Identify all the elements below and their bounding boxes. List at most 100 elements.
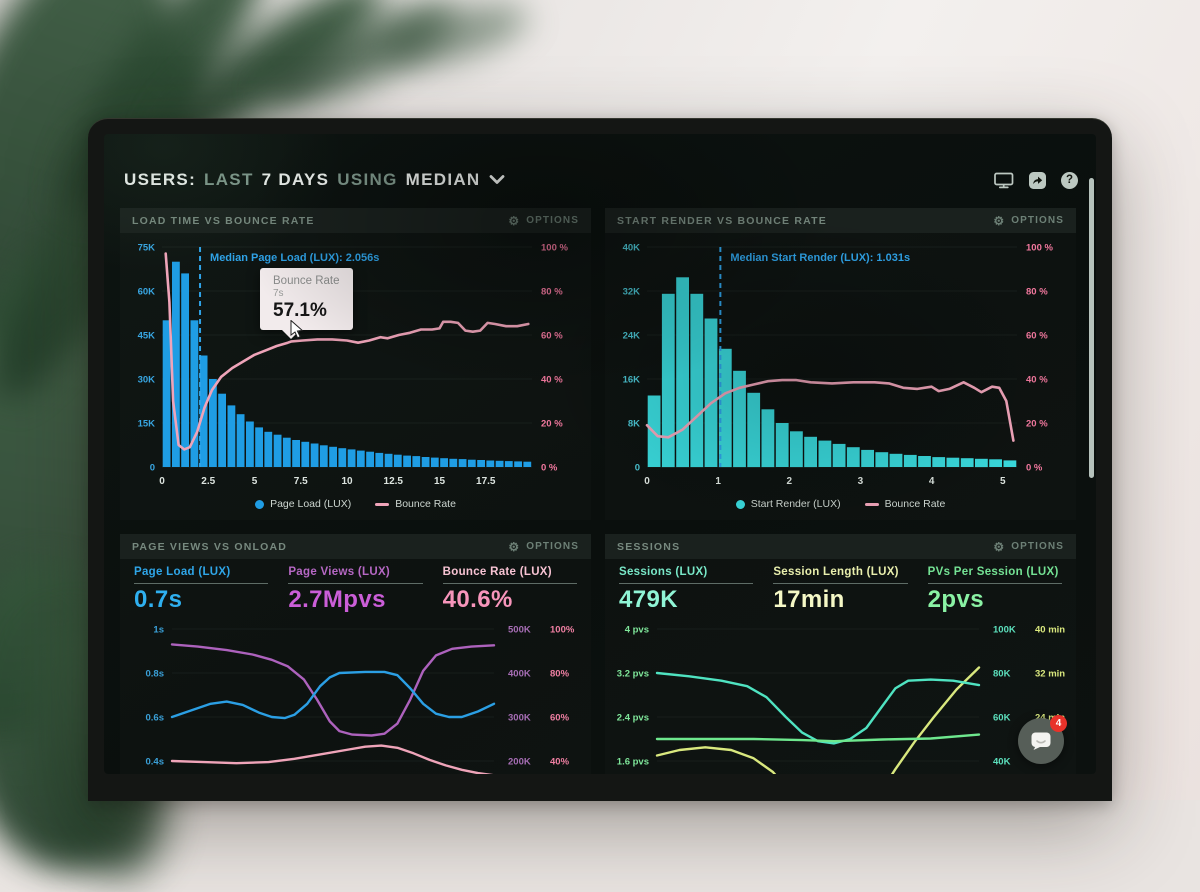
metric-page-views: Page Views (LUX) 2.7Mpvs bbox=[288, 566, 423, 613]
gear-icon: ⚙ bbox=[508, 213, 521, 228]
svg-text:0 %: 0 % bbox=[1026, 463, 1043, 474]
options-button[interactable]: ⚙ OPTIONS bbox=[993, 213, 1064, 228]
svg-text:15: 15 bbox=[434, 476, 446, 487]
notification-badge: 4 bbox=[1050, 715, 1067, 732]
start-render-histogram-chart: 40K 32K 24K 16K 8K 0 100 % 80 % 60 % 40 % 20 % 0 % 0… bbox=[623, 243, 1054, 488]
svg-text:1: 1 bbox=[715, 476, 721, 487]
svg-text:0.6s: 0.6s bbox=[146, 713, 165, 724]
chat-bubble-icon bbox=[1031, 732, 1051, 750]
title-median: MEDIAN bbox=[405, 170, 481, 189]
panel-header: SESSIONS ⚙ OPTIONS bbox=[605, 534, 1076, 559]
svg-text:40K: 40K bbox=[623, 243, 641, 254]
panel-load-time-vs-bounce-rate: LOAD TIME VS BOUNCE RATE ⚙ OPTIONS 75K 60… bbox=[120, 208, 591, 520]
laptop: USERS: LAST 7 DAYS USING MEDIAN bbox=[88, 118, 1112, 801]
svg-text:5: 5 bbox=[1000, 476, 1006, 487]
legend-dash-bounce-rate bbox=[864, 502, 879, 506]
svg-text:12.5: 12.5 bbox=[384, 476, 404, 487]
svg-text:100K: 100K bbox=[993, 625, 1016, 636]
svg-text:3: 3 bbox=[858, 476, 864, 487]
svg-text:15K: 15K bbox=[138, 419, 156, 430]
gear-icon: ⚙ bbox=[993, 539, 1006, 554]
svg-text:2.5: 2.5 bbox=[201, 476, 215, 487]
panel-title: LOAD TIME VS BOUNCE RATE bbox=[132, 214, 315, 227]
title-using: USING bbox=[337, 170, 398, 189]
svg-text:200K: 200K bbox=[508, 757, 531, 768]
svg-text:0.8s: 0.8s bbox=[146, 669, 165, 680]
panel-title: START RENDER VS BOUNCE RATE bbox=[617, 214, 827, 227]
svg-text:60K: 60K bbox=[138, 287, 156, 298]
gear-icon: ⚙ bbox=[993, 213, 1006, 228]
page-views-line-chart: 1s 0.8s 0.6s 0.4s 500K 400K 300K 200K 100% 80% 60%… bbox=[146, 625, 575, 774]
svg-text:40 min: 40 min bbox=[1035, 625, 1065, 636]
gear-icon: ⚙ bbox=[508, 539, 521, 554]
share-icon[interactable] bbox=[1029, 171, 1046, 189]
metric-page-load: Page Load (LUX) 0.7s bbox=[134, 566, 269, 613]
svg-text:0: 0 bbox=[644, 476, 650, 487]
svg-text:400K: 400K bbox=[508, 669, 531, 680]
svg-text:75K: 75K bbox=[138, 243, 156, 254]
svg-text:3.2 pvs: 3.2 pvs bbox=[617, 669, 649, 680]
svg-text:Median Start Render (LUX): 1.0: Median Start Render (LUX): 1.031s bbox=[730, 252, 910, 264]
chat-button[interactable]: 4 bbox=[1018, 715, 1067, 764]
scrollbar[interactable] bbox=[1089, 178, 1094, 478]
svg-text:40 %: 40 % bbox=[541, 375, 563, 386]
svg-text:0 %: 0 % bbox=[541, 463, 558, 474]
panel-title: PAGE VIEWS VS ONLOAD bbox=[132, 540, 288, 553]
user-filter-dropdown[interactable]: USERS: LAST 7 DAYS USING MEDIAN bbox=[124, 170, 505, 190]
svg-text:0: 0 bbox=[159, 476, 165, 487]
panel-grid: LOAD TIME VS BOUNCE RATE ⚙ OPTIONS 75K 60… bbox=[120, 208, 1080, 774]
chart-legend: Page Load (LUX) Bounce Rate bbox=[120, 498, 591, 510]
sessions-line-chart: 4 pvs 3.2 pvs 2.4 pvs 1.6 pvs 100K 80K 60K 40K 4… bbox=[617, 625, 1065, 774]
svg-text:80 %: 80 % bbox=[1026, 287, 1048, 298]
svg-text:60 %: 60 % bbox=[1026, 331, 1048, 342]
load-time-histogram-chart: 75K 60K 45K 30K 15K 0 100 % 80 % 60 % 40 % 20 % 0 %… bbox=[138, 243, 569, 488]
svg-text:40K: 40K bbox=[993, 757, 1011, 768]
svg-text:20 %: 20 % bbox=[1026, 419, 1048, 430]
svg-text:30K: 30K bbox=[138, 375, 156, 386]
panel-title: SESSIONS bbox=[617, 540, 681, 553]
metric-pvs-per-session: PVs Per Session (LUX) 2pvs bbox=[927, 566, 1062, 613]
chart-legend: Start Render (LUX) Bounce Rate bbox=[605, 498, 1076, 510]
svg-text:5: 5 bbox=[252, 476, 258, 487]
svg-text:45K: 45K bbox=[138, 331, 156, 342]
svg-text:60 %: 60 % bbox=[541, 331, 563, 342]
dashboard-header: USERS: LAST 7 DAYS USING MEDIAN bbox=[124, 164, 1078, 196]
svg-text:100 %: 100 % bbox=[541, 243, 568, 254]
options-button[interactable]: ⚙ OPTIONS bbox=[993, 539, 1064, 554]
panel-sessions: SESSIONS ⚙ OPTIONS Sessions (LUX) 479K S… bbox=[605, 534, 1076, 774]
display-icon[interactable] bbox=[994, 172, 1014, 189]
svg-text:40%: 40% bbox=[550, 757, 570, 768]
svg-text:10: 10 bbox=[341, 476, 353, 487]
svg-text:Median Page Load (LUX): 2.056s: Median Page Load (LUX): 2.056s bbox=[210, 252, 379, 264]
svg-text:80%: 80% bbox=[550, 669, 570, 680]
options-button[interactable]: ⚙ OPTIONS bbox=[508, 213, 579, 228]
svg-text:17.5: 17.5 bbox=[476, 476, 496, 487]
svg-text:2.4 pvs: 2.4 pvs bbox=[617, 713, 649, 724]
svg-text:40 %: 40 % bbox=[1026, 375, 1048, 386]
svg-text:2: 2 bbox=[787, 476, 793, 487]
panel-header: START RENDER VS BOUNCE RATE ⚙ OPTIONS bbox=[605, 208, 1076, 233]
svg-text:0.4s: 0.4s bbox=[146, 757, 165, 768]
svg-text:0: 0 bbox=[635, 463, 640, 474]
svg-text:60%: 60% bbox=[550, 713, 570, 724]
metric-row: Page Load (LUX) 0.7s Page Views (LUX) 2.… bbox=[120, 559, 591, 613]
svg-text:8K: 8K bbox=[628, 419, 640, 430]
metric-bounce-rate: Bounce Rate (LUX) 40.6% bbox=[442, 566, 577, 613]
svg-text:100 %: 100 % bbox=[1026, 243, 1053, 254]
panel-header: LOAD TIME VS BOUNCE RATE ⚙ OPTIONS bbox=[120, 208, 591, 233]
svg-text:4: 4 bbox=[929, 476, 935, 487]
svg-text:16K: 16K bbox=[623, 375, 641, 386]
svg-text:80K: 80K bbox=[993, 669, 1011, 680]
help-icon[interactable]: ? bbox=[1061, 171, 1078, 189]
header-icons: ? bbox=[994, 171, 1078, 189]
title-7days: 7 DAYS bbox=[261, 170, 330, 189]
legend-dot-page-load bbox=[255, 499, 265, 509]
legend-dot-start-render bbox=[735, 499, 745, 509]
svg-text:500K: 500K bbox=[508, 625, 531, 636]
title-users: USERS: bbox=[124, 170, 197, 189]
svg-text:300K: 300K bbox=[508, 713, 531, 724]
svg-text:7.5: 7.5 bbox=[294, 476, 308, 487]
options-button[interactable]: ⚙ OPTIONS bbox=[508, 539, 579, 554]
legend-dash-bounce-rate bbox=[375, 502, 390, 506]
svg-text:80 %: 80 % bbox=[541, 287, 563, 298]
